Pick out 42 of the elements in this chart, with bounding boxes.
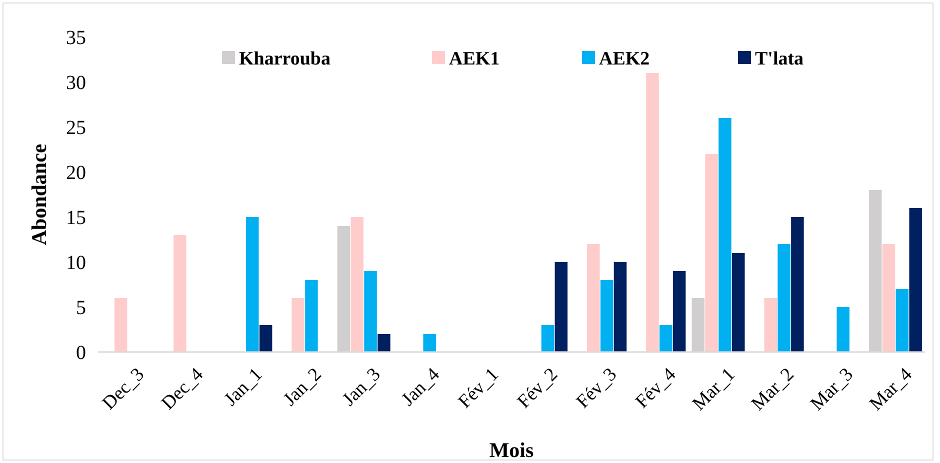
bar — [614, 262, 627, 352]
bar — [778, 244, 790, 352]
legend-label: AEK2 — [599, 48, 650, 70]
bar — [259, 325, 272, 352]
bar — [587, 244, 600, 352]
bar — [732, 253, 745, 352]
bar — [305, 280, 318, 352]
y-tick-label: 25 — [66, 117, 86, 139]
bar — [718, 118, 732, 352]
bar — [764, 298, 777, 352]
y-tick-label: 10 — [66, 252, 86, 274]
legend-label: T'lata — [755, 48, 804, 70]
bar — [423, 334, 436, 352]
y-tick-label: 0 — [76, 342, 86, 364]
bar — [378, 334, 390, 352]
y-tick-label: 30 — [66, 72, 86, 94]
bar — [364, 271, 377, 352]
y-tick-label: 15 — [66, 207, 86, 229]
bar — [672, 271, 686, 352]
bar — [350, 217, 364, 352]
bar — [600, 280, 614, 352]
y-axis-title: Abondance — [27, 144, 51, 246]
y-tick-label: 5 — [76, 297, 86, 319]
bar — [791, 217, 804, 352]
bar — [246, 217, 259, 352]
bar — [705, 154, 718, 352]
bar — [174, 235, 186, 352]
legend-label: AEK1 — [449, 48, 500, 70]
bar — [292, 298, 304, 352]
bar — [896, 289, 909, 352]
y-tick-label: 35 — [66, 27, 86, 49]
bar — [909, 208, 922, 352]
bar — [646, 73, 659, 352]
bar — [541, 325, 554, 352]
bar — [114, 298, 128, 352]
bar — [836, 307, 850, 352]
bar — [882, 244, 896, 352]
bar — [660, 325, 672, 352]
bar — [554, 262, 568, 352]
y-tick-label: 20 — [66, 162, 86, 184]
legend-label: Kharrouba — [239, 48, 331, 70]
x-axis-title: Mois — [489, 438, 534, 462]
